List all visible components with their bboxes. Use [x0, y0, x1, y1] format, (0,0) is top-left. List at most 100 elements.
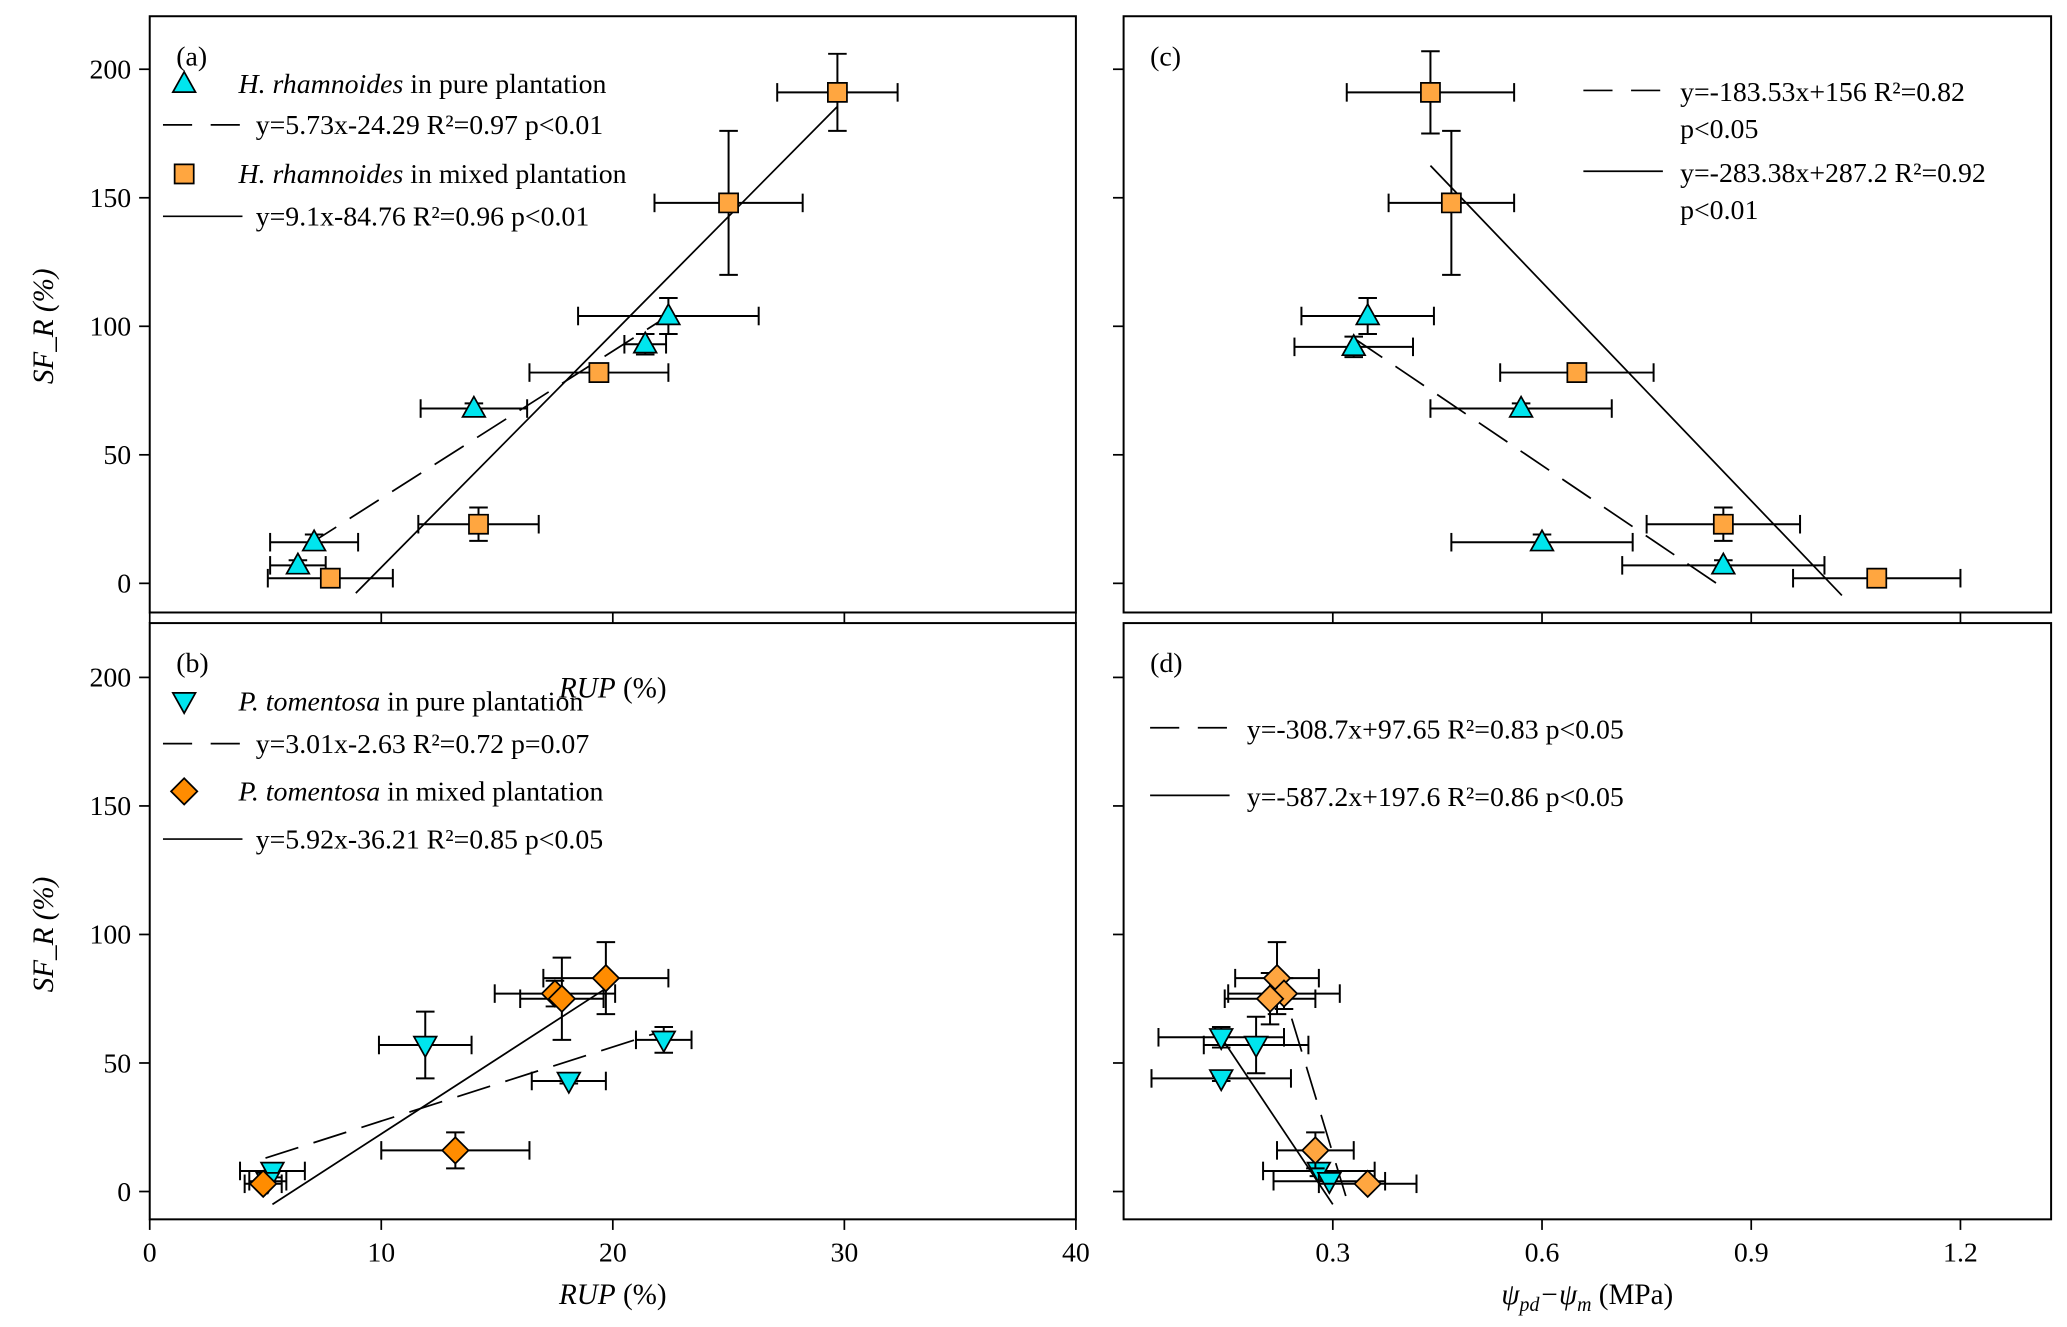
x-tick-label: 10	[367, 1238, 395, 1269]
legend-fit-label: y=-283.38x+287.2 R²=0.92	[1680, 158, 1986, 189]
plot-frame	[1122, 622, 2053, 1221]
y-tick-label: 50	[103, 440, 131, 471]
data-point-square	[588, 362, 610, 383]
solid-fit-line	[1429, 165, 1843, 597]
legend-rest: in pure plantation	[403, 69, 606, 100]
y-tick-label: 100	[89, 312, 131, 343]
x-axis-title-main: RUP	[558, 1279, 616, 1311]
legend-rest: in pure plantation	[380, 687, 583, 718]
legend-marker-triangle-up	[171, 70, 197, 94]
data-point-triangle-up	[301, 528, 327, 552]
data-point-triangle-down	[650, 1030, 677, 1054]
x-axis-title-unit: (MPa)	[1592, 1279, 1674, 1311]
legend-fit-label: y=-308.7x+97.65 R²=0.83 p<0.05	[1247, 714, 1624, 745]
data-point-square	[718, 192, 739, 214]
data-point-triangle-up	[1354, 302, 1381, 326]
data-point-diamond	[248, 1169, 278, 1199]
data-point-square	[1440, 192, 1462, 214]
legend-marker-diamond	[169, 777, 199, 806]
x-axis-title-main: RUP	[558, 672, 616, 704]
legend-series-label: P. tomentosa in mixed plantation	[238, 777, 604, 808]
data-point-triangle-up	[1529, 528, 1555, 552]
data-point-diamond	[591, 963, 621, 993]
legend-fit-label-p: p<0.01	[1680, 195, 1758, 226]
data-point-triangle-up	[632, 330, 659, 354]
legend-series-label: H. rhamnoides in pure plantation	[238, 69, 607, 100]
x-tick-label: 0.9	[1734, 1238, 1769, 1269]
legend-rest: in mixed plantation	[380, 777, 603, 808]
y-tick-label: 0	[117, 1177, 131, 1208]
x-tick-label: 0	[143, 1238, 157, 1269]
x-axis-title-sub: m	[1577, 1294, 1591, 1316]
legend-series-label: H. rhamnoides in mixed plantation	[238, 159, 627, 190]
dashed-fit-line	[1276, 970, 1348, 1200]
data-point-diamond	[441, 1136, 470, 1165]
panel-a: 0 50 100 150 200 (a) RUP (%) H. rhamnoides in p…	[89, 15, 1077, 704]
data-point-triangle-up	[285, 551, 311, 575]
x-tick-label: 1.2	[1943, 1238, 1978, 1269]
plot-frame	[1122, 15, 2053, 614]
data-point-triangle-up	[1710, 551, 1737, 575]
legend-fit-label: y=9.1x-84.76 R²=0.96 p<0.01	[256, 202, 590, 233]
dashed-fit-line	[1353, 337, 1724, 589]
dashed-fit-line	[265, 1031, 660, 1159]
legend-fit-label: y=-587.2x+197.6 R²=0.86 p<0.05	[1247, 782, 1624, 813]
x-axis-title: RUP (%)	[558, 1279, 667, 1311]
legend-marker-triangle-down	[171, 692, 197, 715]
data-point-triangle-down	[556, 1071, 582, 1095]
y-tick-label: 100	[89, 920, 131, 951]
legend-fit-label-p: p<0.05	[1680, 114, 1758, 145]
panel-d: 0.3 0.6 0.9 1.2 (d) ψpd−ψm (MPa) y=-308.7x+97.…	[1113, 622, 2053, 1316]
x-axis-title-sub: pd	[1518, 1294, 1540, 1316]
y-axis-title-b: SF_R (%)	[28, 877, 60, 993]
data-point-triangle-up	[461, 394, 487, 418]
data-point-triangle-down	[1208, 1069, 1235, 1093]
data-point-square	[1566, 362, 1588, 383]
y-tick-label: 0	[117, 569, 131, 600]
data-point-triangle-up	[1508, 394, 1534, 418]
legend: H. rhamnoides in pure plantation y=5.73x-…	[162, 69, 627, 233]
legend-series-label: P. tomentosa in pure plantation	[238, 687, 584, 718]
legend: y=-308.7x+97.65 R²=0.83 p<0.05 y=-587.2x+…	[1150, 714, 1624, 813]
panel-label: (a)	[176, 41, 207, 72]
data-point-square	[827, 81, 848, 103]
y-tick-label: 200	[89, 663, 131, 694]
x-axis-title-unit: (%)	[616, 672, 667, 704]
legend-rest: in mixed plantation	[403, 159, 626, 190]
legend-fit-label: y=3.01x-2.63 R²=0.72 p=0.07	[256, 729, 590, 760]
solid-fit-line	[355, 105, 839, 594]
panel-label: (b)	[176, 648, 208, 679]
legend: P. tomentosa in pure plantation y=3.01x-2…	[162, 687, 604, 855]
legend-fit-label: y=5.92x-36.21 R²=0.85 p<0.05	[256, 824, 603, 855]
x-tick-label: 0.3	[1315, 1238, 1350, 1269]
data-point-diamond	[1301, 1136, 1330, 1165]
legend-fit-label: y=-183.53x+156 R²=0.82	[1680, 77, 1965, 108]
y-tick-label: 50	[103, 1048, 131, 1079]
y-tick-label: 200	[89, 55, 131, 86]
x-axis-title-unit: (%)	[616, 1279, 667, 1311]
data-point-diamond	[1353, 1169, 1383, 1199]
x-axis-title-psi: −ψ	[1539, 1279, 1578, 1311]
legend-species: P. tomentosa	[238, 687, 381, 718]
x-axis-title: RUP (%)	[558, 672, 667, 704]
x-tick-label: 0.6	[1525, 1238, 1560, 1269]
data-point-diamond	[1255, 984, 1285, 1014]
data-point-triangle-down	[1243, 1035, 1269, 1059]
data-point-square	[1420, 81, 1441, 103]
data-point-triangle-down	[412, 1035, 439, 1059]
solid-fit-line	[271, 987, 607, 1206]
legend-species: P. tomentosa	[238, 777, 381, 808]
legend-marker-square	[173, 163, 195, 185]
data-point-square	[1866, 567, 1888, 589]
data-point-diamond	[547, 984, 577, 1014]
x-tick-label: 40	[1062, 1238, 1090, 1269]
legend-species: H. rhamnoides	[238, 159, 404, 190]
data-point-triangle-up	[1340, 333, 1367, 357]
x-axis-title-psi: ψ	[1501, 1279, 1520, 1311]
y-tick-label: 150	[89, 183, 131, 214]
dashed-fit-line	[306, 320, 660, 547]
legend-fit-label: y=5.73x-24.29 R²=0.97 p<0.01	[256, 110, 603, 141]
panel-c: (c) y=-183.53x+156 R²=0.82 p<0.05 y=-283.38…	[1113, 15, 2053, 624]
